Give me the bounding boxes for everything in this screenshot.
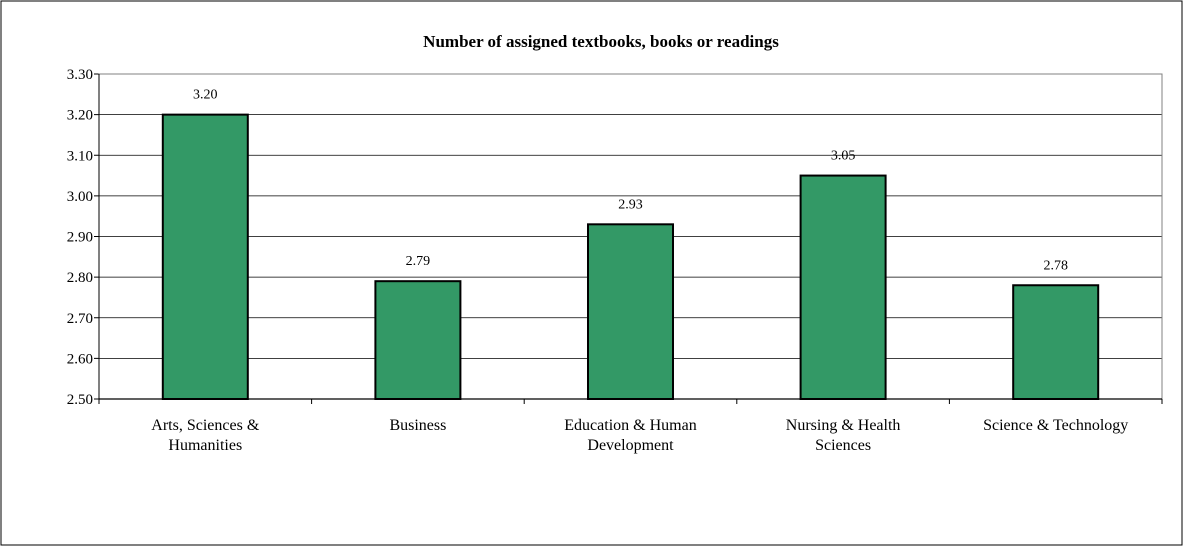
- bar: [374, 280, 462, 400]
- y-tick-label: 2.50: [67, 392, 93, 408]
- data-label: 2.79: [406, 254, 431, 269]
- y-tick-label: 3.20: [67, 108, 93, 124]
- y-tick-label: 3.10: [67, 148, 93, 164]
- x-tick-label: Nursing & Health Sciences: [786, 417, 901, 454]
- y-tick-label: 2.70: [67, 311, 93, 327]
- plot-area: 2.50 2.60 2.70 2.80 2.90 3.00 3.10 3.20 3.30 3.20…: [67, 67, 1163, 454]
- x-tick-label: Business: [389, 417, 446, 434]
- x-tick-label: Arts, Sciences & Humanities: [151, 417, 260, 454]
- data-label: 3.05: [831, 149, 856, 164]
- x-tick-label: Science & Technology: [983, 417, 1128, 434]
- bar: [799, 174, 887, 400]
- data-label: 2.93: [618, 197, 643, 212]
- y-tick-label: 2.60: [67, 351, 93, 367]
- y-tick-label: 3.30: [67, 67, 93, 83]
- bar: [1012, 284, 1100, 400]
- y-tick-label: 2.80: [67, 270, 93, 286]
- y-tick-label: 2.90: [67, 230, 93, 246]
- data-label: 2.78: [1043, 258, 1068, 273]
- y-tick-label: 3.00: [67, 189, 93, 205]
- bar: [161, 113, 249, 400]
- x-tick-label: Education & Human Development: [564, 417, 696, 454]
- chart-title: Number of assigned textbooks, books or r…: [423, 32, 779, 51]
- bar: [587, 223, 674, 400]
- data-label: 3.20: [193, 88, 218, 103]
